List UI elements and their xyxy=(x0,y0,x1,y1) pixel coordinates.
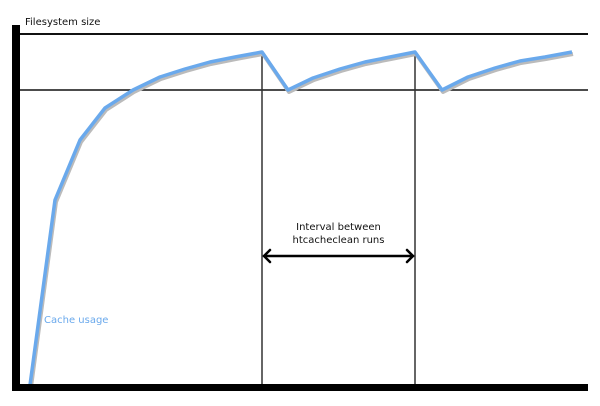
interval-label-line1: Interval between xyxy=(296,222,381,233)
cache-usage-curve xyxy=(28,50,573,386)
y-axis xyxy=(12,25,20,391)
interval-arrow xyxy=(262,248,415,264)
x-axis xyxy=(12,384,588,391)
y-axis-label: Filesystem size xyxy=(25,17,101,28)
series-label: Cache usage xyxy=(44,315,109,326)
cache-usage-shadow xyxy=(29,52,574,388)
interval-label-line2: htcacheclean runs xyxy=(292,235,385,246)
